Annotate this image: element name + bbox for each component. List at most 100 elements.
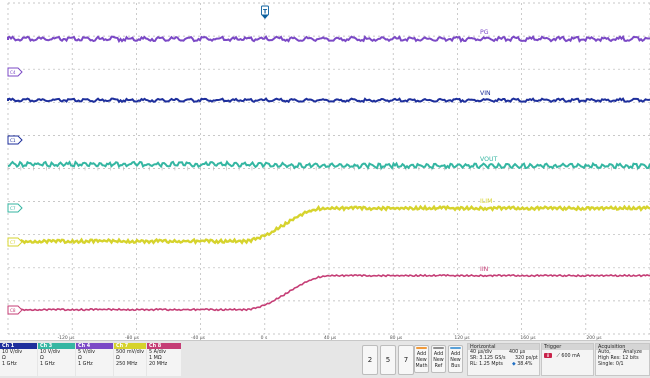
channel-ch1-badge[interactable]: Ch 1 10 V/div Ω 1 GHz (0, 343, 37, 376)
add-math-l2: New (416, 358, 427, 363)
acquisition-mode: Auto, (598, 350, 611, 355)
channel-header: Ch 1 (0, 343, 37, 349)
marker-text: C1 (10, 138, 16, 143)
channel-7-button[interactable]: 7 (398, 345, 414, 375)
channel-setting: Ω (2, 355, 6, 362)
horizontal-panel[interactable]: Horizontal 40 µs/div 400 µs SR: 3.125 GS… (467, 343, 540, 376)
time-axis-label: 40 µs (324, 335, 337, 340)
add-bus-l2: New (450, 358, 461, 363)
settings-bar: Ch 1 10 V/div Ω 1 GHz Ch 3 10 V/div Ω 1 GHz Ch 4… (0, 340, 650, 378)
marker-shape (7, 135, 23, 145)
channel-setting: 1 GHz (2, 361, 17, 368)
record-length: RL: 1.25 Mpts (470, 362, 503, 368)
waveform-traces: C4 C1 C7 C7 C8 (7, 34, 650, 315)
channel-ch3-badge[interactable]: Ch 3 10 V/div Ω 1 GHz (38, 343, 75, 376)
marker-text: C7 (10, 206, 16, 211)
add-math-l3: Math (415, 364, 428, 369)
waveform-labels: PG VIN VOUT ILIM IIN (480, 29, 498, 273)
pg-trace (7, 34, 650, 44)
channel-header: Ch 3 (38, 343, 75, 349)
time-axis-label: -80 µs (125, 335, 140, 340)
add-bus-l3: Bus (451, 364, 460, 369)
trigger-source-badge: 8 (544, 353, 552, 358)
channel-offset-marker[interactable]: C7 (7, 203, 23, 213)
channel-setting: Ω (40, 355, 44, 362)
trace-label-pg: PG (480, 29, 489, 36)
horizontal-scale: 40 µs/div (470, 350, 493, 355)
channel-header: Ch 4 (76, 343, 113, 349)
vin-trace (7, 97, 650, 104)
channel-setting: 500 mV/div (116, 349, 145, 355)
marker-shape (7, 305, 23, 315)
marker-text: C7 (10, 240, 16, 245)
marker-shape (7, 203, 23, 213)
channel-header: Ch 8 (147, 343, 181, 349)
channel-offset-marker[interactable]: C1 (7, 135, 23, 145)
horizontal-position: ◆ 38.4% (512, 362, 532, 368)
trigger-panel[interactable]: Trigger 8 ⟋ 600 mA (541, 343, 594, 376)
horizontal-duration: 400 µs (509, 350, 526, 355)
time-axis-label: 0 s (261, 335, 268, 340)
time-axis-label: -40 µs (191, 335, 206, 340)
channel-2-button[interactable]: 2 (362, 345, 378, 375)
channel-setting: 1 MΩ (149, 355, 162, 362)
horizontal-position-value: 38.4% (517, 362, 533, 368)
channel-setting: 5 A/div (149, 349, 167, 355)
channel-offset-marker[interactable]: C8 (7, 305, 23, 315)
channel-offset-marker[interactable]: C7 (7, 237, 23, 247)
time-axis-label: 80 µs (390, 335, 403, 340)
iin-trace (7, 273, 650, 312)
channel-5-button[interactable]: 5 (380, 345, 396, 375)
math-stripe (416, 347, 427, 349)
vout-trace (7, 159, 650, 170)
add-new-bus-button[interactable]: Add New Bus (448, 345, 463, 373)
trigger-marker-text: T (263, 9, 268, 16)
trigger-marker-arrow (261, 15, 269, 19)
channel-offset-marker[interactable]: C4 (7, 67, 23, 77)
channel-header: Ch 7 (114, 343, 146, 349)
sample-rate: SR: 3.125 GS/s (470, 356, 506, 362)
channel-ch7-badge[interactable]: Ch 7 500 mV/div Ω 250 MHz (114, 343, 146, 376)
horizontal-title: Horizontal (468, 344, 539, 350)
ilim-trace (7, 204, 650, 245)
sample-interval: 320 ps/pt (515, 356, 538, 362)
acquisition-single: Single: 0/1 (598, 362, 624, 368)
position-icon: ◆ (512, 362, 516, 368)
time-axis-label: -120 µs (58, 335, 76, 340)
trace-label-ilim: ILIM (480, 198, 492, 205)
waveform-display[interactable]: C4 C1 C7 C7 C8 PG VIN VOUT ILIM IIN -120 µs -80 µ… (0, 0, 650, 340)
trace-label-iin: IIN (480, 266, 489, 273)
graticule-grid (7, 2, 650, 335)
trigger-position-marker[interactable]: T (261, 5, 269, 19)
marker-text: C8 (10, 308, 16, 313)
trace-label-vout: VOUT (480, 156, 498, 163)
channel-setting: 10 V/div (2, 349, 23, 355)
add-ref-l2: New (433, 358, 444, 363)
add-math-l1: Add (416, 352, 427, 357)
channel-setting: 10 V/div (40, 349, 61, 355)
trigger-title: Trigger (542, 344, 593, 350)
add-new-ref-button[interactable]: Add New Ref (431, 345, 446, 373)
rising-edge-icon: ⟋ (556, 354, 560, 359)
channel-setting: 1 GHz (78, 361, 93, 368)
trace-label-vin: VIN (480, 90, 491, 97)
add-new-math-button[interactable]: Add New Math (414, 345, 429, 373)
acquisition-title: Acquisition (596, 344, 649, 350)
channel-setting: Ω (78, 355, 82, 362)
acquisition-analyze: Analyze (623, 350, 642, 355)
bus-stripe (450, 347, 461, 349)
marker-shape (7, 237, 23, 247)
acquisition-panel[interactable]: Acquisition Auto, Analyze High Res: 12 b… (595, 343, 650, 376)
time-axis-label: 200 µs (586, 335, 602, 340)
time-axis-label: 160 µs (520, 335, 536, 340)
ref-stripe (433, 347, 444, 349)
time-axis-label: 120 µs (454, 335, 470, 340)
channel-setting: 250 MHz (116, 361, 138, 368)
channel-setting: 20 MHz (149, 361, 168, 368)
marker-text: C4 (10, 70, 16, 75)
trigger-level: 600 mA (561, 354, 581, 359)
channel-setting: 1 GHz (40, 361, 55, 368)
